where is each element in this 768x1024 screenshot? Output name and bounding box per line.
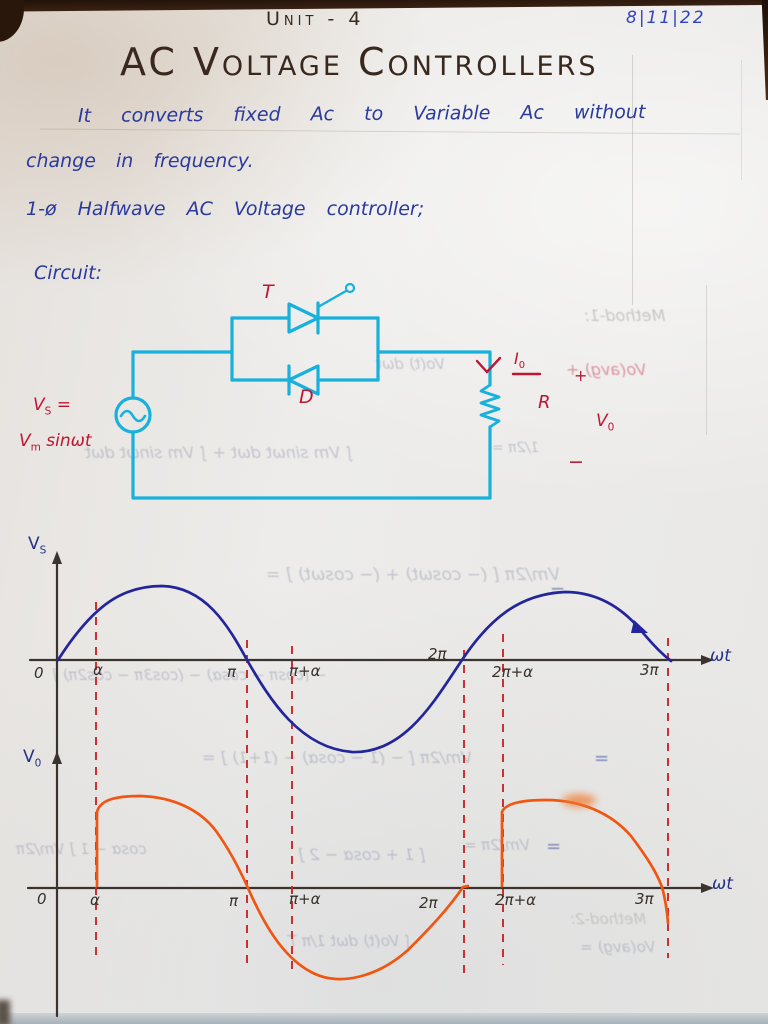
vs-axis-label: VS: [28, 534, 46, 556]
unit-heading: Unit - 4: [266, 8, 365, 30]
vs-suffix: =: [51, 395, 71, 415]
vo-tick-0: 0: [37, 890, 47, 908]
vs-tick-pi-alpha: π+α: [289, 662, 321, 680]
vo-axis-label: V0: [23, 747, 41, 769]
vs-base: V: [33, 395, 45, 415]
graph-axes: [26, 554, 706, 1018]
vo-tick-pi-alpha: π+α: [289, 890, 321, 908]
io-base: I: [514, 349, 519, 368]
polarity-minus-label: −: [568, 451, 584, 473]
vs-axis-sub: S: [39, 544, 47, 557]
thyristor-label: T: [262, 281, 274, 303]
vo-tick-2pi-alpha: 2π+α: [495, 891, 537, 909]
paper-crease: [741, 60, 742, 180]
arrow-up-icon: [52, 751, 62, 764]
arrow-right-icon: [701, 883, 714, 893]
vs-tick-pi: π: [227, 663, 237, 681]
resistor-label: R: [538, 392, 551, 413]
vs-tick-0: 0: [34, 664, 44, 682]
arrow-up-icon: [52, 551, 62, 564]
vm-sub: m: [30, 441, 41, 454]
source-voltage-label: VS =: [33, 395, 71, 417]
current-arrow-icon: [475, 356, 542, 376]
page-title: AC Voltage Controllers: [120, 40, 599, 84]
vs-tick-2pi-alpha: 2π+α: [492, 663, 534, 681]
ink-smudge: [562, 794, 596, 807]
vo-sub: 0: [607, 421, 615, 434]
bottom-corner-shadow: [0, 1000, 10, 1024]
vs-tick-alpha: α: [93, 661, 103, 679]
diode-label: D: [299, 386, 314, 408]
paper-crease: [632, 55, 633, 305]
resistor-icon: [479, 383, 501, 429]
vm-suffix: sinωt: [40, 431, 92, 451]
vs-tick-3pi: 3π: [640, 661, 659, 679]
diode-icon: [287, 364, 320, 396]
vm-base: V: [19, 431, 31, 451]
date: 8|11|22: [626, 8, 706, 28]
firing-angle-dashed-lines: [95, 602, 669, 980]
section-subheading: 1-ø Halfwave AC Voltage controller;: [26, 198, 425, 220]
vo-tick-3pi: 3π: [635, 890, 654, 908]
vo-axis-base: V: [23, 747, 35, 767]
page-bottom-edge: [0, 1013, 768, 1024]
vo-axis-sub: 0: [34, 757, 42, 770]
sine-symbol-icon: [119, 409, 147, 423]
vo-base: V: [596, 411, 608, 431]
output-current-label: I0: [514, 349, 525, 371]
vs-axis-base: V: [28, 534, 40, 554]
gate-terminal-icon: [344, 282, 356, 294]
vo-tick-2pi: 2π: [419, 894, 438, 912]
io-sub: 0: [518, 360, 526, 372]
notes-line-2: change in frequency.: [26, 150, 254, 172]
polarity-plus-label: +: [574, 366, 588, 385]
vs-sine-wave: [56, 584, 673, 754]
paper-crease: [706, 285, 707, 435]
wave-direction-arrow-icon: [631, 620, 648, 633]
arrow-right-icon: [701, 655, 714, 665]
circuit-heading: Circuit:: [34, 262, 102, 284]
vo-tick-alpha: α: [90, 891, 100, 909]
output-voltage-label: V0: [596, 411, 614, 433]
vs-sub: S: [44, 405, 52, 418]
thyristor-icon: [287, 302, 320, 334]
vo-tick-pi: π: [229, 892, 239, 910]
vo-output-wave: [95, 794, 670, 981]
vo-x-axis-label: ωt: [712, 874, 733, 894]
axis-arrowheads: [52, 551, 714, 893]
circuit-diagram: [114, 282, 501, 500]
notes-line-1: It converts fixed Ac to Variable Ac with…: [77, 101, 646, 127]
source-equation-label: Vm sinωt: [19, 431, 92, 453]
vs-tick-2pi: 2π: [428, 645, 447, 663]
vs-x-axis-label: ωt: [710, 646, 731, 666]
table-edge-right: [761, 0, 768, 100]
